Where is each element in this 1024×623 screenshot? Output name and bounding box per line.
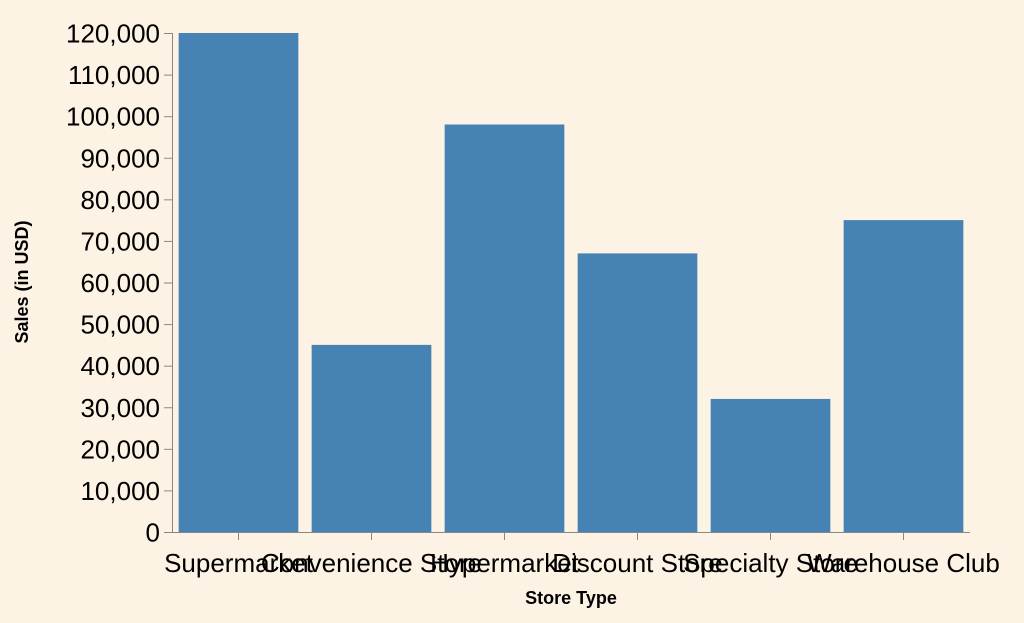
y-tick-label: 110,000 — [68, 60, 160, 90]
y-tick-label: 90,000 — [80, 143, 160, 173]
y-tick-label: 40,000 — [80, 351, 160, 381]
y-tick-label: 20,000 — [80, 434, 160, 464]
x-tick-label: Convenience Store — [261, 548, 482, 578]
y-axis-title: Sales (in USD) — [12, 220, 32, 343]
bar-convenience-store — [311, 344, 432, 532]
y-tick-label: 30,000 — [80, 393, 160, 423]
x-tick-label: Hypermarket — [430, 548, 580, 578]
bars-layer — [178, 33, 964, 532]
y-tick-label: 100,000 — [66, 102, 160, 132]
bar-specialty-store — [710, 398, 831, 532]
y-tick-label: 50,000 — [80, 310, 160, 340]
x-tick-label: Supermarket — [164, 548, 314, 578]
y-tick-label: 80,000 — [80, 185, 160, 215]
x-tick-label: Specialty Store — [683, 548, 858, 578]
y-tick-label: 10,000 — [80, 476, 160, 506]
bar-warehouse-club — [843, 220, 964, 532]
bar-supermarket — [178, 33, 299, 532]
y-tick-label: 60,000 — [80, 268, 160, 298]
y-axis: 0 10,000 20,000 30,000 40,000 50,000 60,000 70,… — [66, 19, 173, 548]
bar-discount-store — [577, 253, 698, 532]
y-tick-label: 120,000 — [66, 19, 160, 49]
x-tick-label: Warehouse Club — [807, 548, 1000, 578]
y-tick-label: 70,000 — [80, 226, 160, 256]
x-tick-label: Discount Store — [552, 548, 723, 578]
y-tick-label: 0 — [146, 518, 160, 548]
x-axis-title: Store Type — [525, 588, 617, 608]
bar-hypermarket — [444, 124, 565, 532]
